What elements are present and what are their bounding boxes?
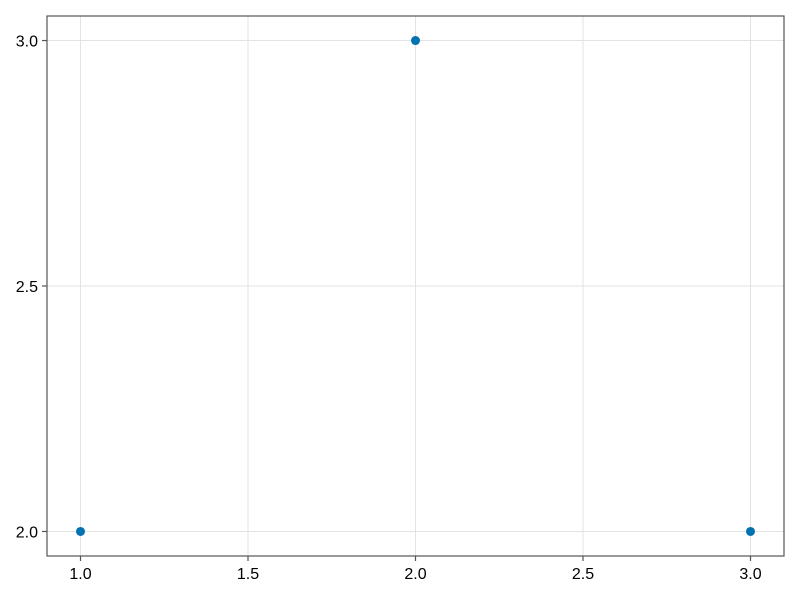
data-point: [76, 526, 85, 536]
y-tick-label: 2.0: [16, 524, 38, 541]
x-tick-label: 1.5: [237, 566, 259, 583]
x-tick-label: 3.0: [739, 566, 761, 583]
plot-frame: [46, 15, 785, 557]
y-tick-label: 2.5: [16, 279, 38, 296]
grid: [47, 16, 784, 556]
y-tick-label: 3.0: [16, 34, 38, 51]
data-points: [76, 36, 755, 536]
x-tick-label: 2.0: [404, 566, 426, 583]
data-point: [411, 36, 420, 46]
data-point: [746, 526, 755, 536]
x-tick-label: 2.5: [572, 566, 594, 583]
x-tick-label: 1.0: [69, 566, 91, 583]
ticks: 1.0 1.5 2.0 2.5 3.0 2.0 2.5 3.0: [16, 34, 762, 583]
